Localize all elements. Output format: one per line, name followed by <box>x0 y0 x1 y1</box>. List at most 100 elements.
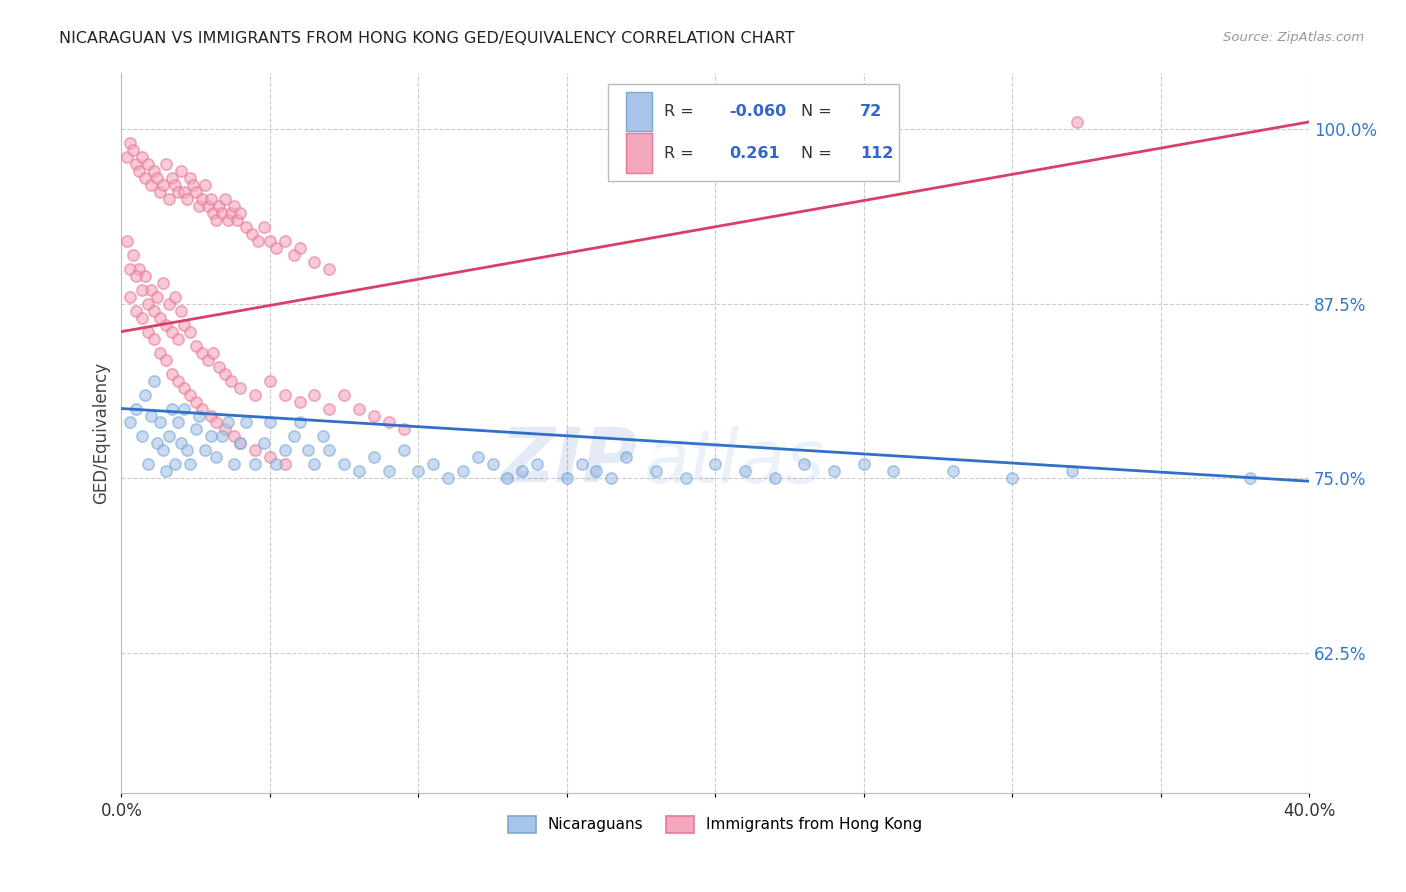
Point <box>131 429 153 443</box>
Point <box>173 401 195 416</box>
Point <box>125 268 148 283</box>
Point <box>179 458 201 472</box>
Point <box>481 458 503 472</box>
Point <box>229 436 252 450</box>
Point <box>131 150 153 164</box>
Point <box>274 234 297 248</box>
Point <box>297 443 319 458</box>
Point <box>243 458 266 472</box>
Point <box>125 157 148 171</box>
Point <box>125 401 148 416</box>
Point <box>179 170 201 185</box>
Point <box>264 458 287 472</box>
Point <box>451 465 474 479</box>
Point <box>243 387 266 401</box>
Point <box>200 429 222 443</box>
Point <box>763 471 786 485</box>
Point <box>143 332 166 346</box>
Point <box>173 185 195 199</box>
Point <box>152 178 174 192</box>
Point <box>288 416 311 430</box>
Point <box>163 458 186 472</box>
Text: ZIP: ZIP <box>501 425 638 499</box>
Point <box>1001 471 1024 485</box>
Point <box>217 416 239 430</box>
Point <box>139 283 162 297</box>
Point <box>120 136 142 150</box>
Point <box>226 212 249 227</box>
Point <box>217 212 239 227</box>
Point <box>229 380 252 394</box>
Point <box>208 199 231 213</box>
Point <box>274 387 297 401</box>
Point <box>555 471 578 485</box>
Point <box>288 241 311 255</box>
Point <box>304 254 326 268</box>
Point <box>259 234 281 248</box>
Point <box>211 206 233 220</box>
Point <box>224 199 246 213</box>
Point <box>312 429 335 443</box>
Point <box>131 310 153 325</box>
Point <box>392 443 415 458</box>
Point <box>202 206 225 220</box>
Point <box>155 318 177 332</box>
Point <box>264 241 287 255</box>
Point <box>163 290 186 304</box>
Point <box>259 374 281 388</box>
Point <box>157 296 180 310</box>
Text: NICARAGUAN VS IMMIGRANTS FROM HONG KONG GED/EQUIVALENCY CORRELATION CHART: NICARAGUAN VS IMMIGRANTS FROM HONG KONG … <box>59 31 794 46</box>
Point <box>221 374 243 388</box>
Point <box>882 465 904 479</box>
Point <box>377 416 399 430</box>
Point <box>283 248 305 262</box>
Point <box>136 157 159 171</box>
Point <box>793 458 815 472</box>
Point <box>408 465 430 479</box>
Point <box>235 416 257 430</box>
Point <box>211 429 233 443</box>
Point <box>166 185 188 199</box>
Point <box>184 394 207 409</box>
Legend: Nicaraguans, Immigrants from Hong Kong: Nicaraguans, Immigrants from Hong Kong <box>502 809 928 839</box>
Point <box>1239 471 1261 485</box>
Point <box>170 164 193 178</box>
Point <box>134 170 156 185</box>
Point <box>139 178 162 192</box>
Text: Source: ZipAtlas.com: Source: ZipAtlas.com <box>1223 31 1364 45</box>
Point <box>259 450 281 465</box>
Point <box>214 422 236 436</box>
Point <box>283 429 305 443</box>
Point <box>214 367 236 381</box>
Point <box>149 310 172 325</box>
Point <box>422 458 444 472</box>
Point <box>526 458 548 472</box>
Point <box>166 374 188 388</box>
Point <box>184 185 207 199</box>
Point <box>852 458 875 472</box>
Point <box>163 178 186 192</box>
Point <box>274 443 297 458</box>
Point <box>347 401 370 416</box>
Point <box>179 387 201 401</box>
Text: R =: R = <box>664 104 699 120</box>
Point <box>122 248 145 262</box>
Point <box>823 465 845 479</box>
Point <box>467 450 489 465</box>
Point <box>208 359 231 374</box>
Point <box>173 318 195 332</box>
Point <box>181 178 204 192</box>
Point <box>143 164 166 178</box>
Point <box>120 290 142 304</box>
Point <box>942 465 965 479</box>
Point <box>149 416 172 430</box>
Point <box>200 192 222 206</box>
Point <box>170 303 193 318</box>
Point <box>157 192 180 206</box>
Point <box>136 296 159 310</box>
Point <box>184 338 207 352</box>
Y-axis label: GED/Equivalency: GED/Equivalency <box>93 362 110 504</box>
Text: 0.261: 0.261 <box>730 145 780 161</box>
Point <box>253 436 276 450</box>
Point <box>274 458 297 472</box>
